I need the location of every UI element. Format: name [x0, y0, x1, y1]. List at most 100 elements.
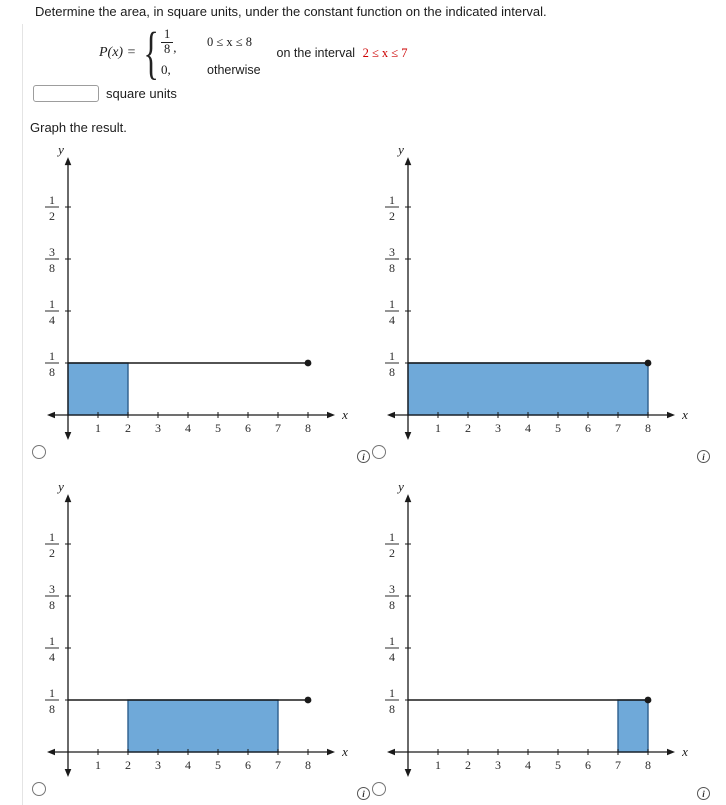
svg-text:1: 1 [389, 349, 395, 363]
case-2-value: 0, [161, 61, 171, 77]
svg-text:2: 2 [125, 421, 131, 435]
answer-row: square units [33, 85, 177, 102]
info-icon[interactable]: i [357, 450, 370, 463]
svg-text:7: 7 [615, 421, 621, 435]
function-lhs: P(x) = [99, 45, 137, 60]
graph-option-radio-c[interactable] [32, 782, 46, 796]
svg-text:4: 4 [525, 421, 531, 435]
svg-text:8: 8 [49, 365, 55, 379]
graph-c: 1 2 3 4 5 6 7 8 1 2 3 8 1 4 1 8 x y [45, 484, 348, 777]
svg-text:8: 8 [389, 365, 395, 379]
square-units-label: square units [106, 86, 177, 101]
svg-text:4: 4 [389, 313, 395, 327]
svg-text:2: 2 [465, 758, 471, 772]
graph-d: 1 2 3 4 5 6 7 8 1 2 3 8 1 4 1 8 x y [385, 484, 688, 777]
graph-option-cell-d: 1 2 3 4 5 6 7 8 1 2 3 8 1 4 1 8 x y i [363, 484, 711, 805]
svg-text:1: 1 [49, 193, 55, 207]
case-1-condition: 0 ≤ x ≤ 8 [207, 35, 253, 49]
svg-text:1: 1 [49, 530, 55, 544]
svg-text:5: 5 [215, 758, 221, 772]
svg-text:4: 4 [185, 421, 191, 435]
svg-text:8: 8 [389, 702, 395, 716]
svg-text:8: 8 [389, 598, 395, 612]
graph-option-radio-b[interactable] [372, 445, 386, 459]
svg-text:4: 4 [49, 313, 55, 327]
svg-text:5: 5 [555, 758, 561, 772]
svg-text:y: y [56, 147, 64, 157]
piecewise-function: P(x) = { 1 8 , 0 ≤ x ≤ 8 0, otherwise on… [99, 24, 408, 82]
case-1-comma: , [173, 39, 177, 55]
case-1-value: 1 8 , [161, 27, 195, 57]
svg-text:y: y [396, 147, 404, 157]
svg-text:1: 1 [49, 634, 55, 648]
svg-text:7: 7 [615, 758, 621, 772]
piecewise-brace: { [143, 20, 159, 85]
info-icon[interactable]: i [357, 787, 370, 800]
case-2-condition: otherwise [207, 62, 261, 77]
graph-option-radio-a[interactable] [32, 445, 46, 459]
svg-text:2: 2 [49, 546, 55, 560]
svg-text:3: 3 [155, 758, 161, 772]
interval-statement: on the interval 2 ≤ x ≤ 7 [277, 46, 408, 61]
svg-text:7: 7 [275, 421, 281, 435]
svg-text:x: x [681, 407, 688, 422]
svg-text:1: 1 [49, 349, 55, 363]
svg-text:1: 1 [49, 686, 55, 700]
svg-text:5: 5 [215, 421, 221, 435]
svg-text:2: 2 [125, 758, 131, 772]
svg-text:4: 4 [185, 758, 191, 772]
info-icon[interactable]: i [697, 787, 710, 800]
graph-b: 1 2 3 4 5 6 7 8 1 2 3 8 1 4 1 8 x y [385, 147, 688, 440]
info-icon[interactable]: i [697, 450, 710, 463]
svg-text:3: 3 [49, 582, 55, 596]
interval-label: on the interval [276, 45, 356, 60]
svg-text:3: 3 [495, 421, 501, 435]
piecewise-cases: 1 8 , 0 ≤ x ≤ 8 0, otherwise [161, 27, 261, 78]
interval-range: 2 ≤ x ≤ 7 [362, 45, 408, 60]
svg-text:2: 2 [49, 209, 55, 223]
svg-text:1: 1 [95, 758, 101, 772]
answer-input[interactable] [33, 85, 99, 102]
graph-option-cell-a: 1 2 3 4 5 6 7 8 1 2 3 8 1 4 1 8 x y i [23, 147, 371, 477]
svg-text:8: 8 [49, 261, 55, 275]
svg-text:3: 3 [495, 758, 501, 772]
svg-text:2: 2 [389, 546, 395, 560]
svg-text:7: 7 [275, 758, 281, 772]
svg-text:3: 3 [49, 245, 55, 259]
svg-text:y: y [396, 484, 404, 494]
svg-text:4: 4 [525, 758, 531, 772]
svg-text:3: 3 [155, 421, 161, 435]
svg-text:8: 8 [49, 702, 55, 716]
graph-option-cell-b: 1 2 3 4 5 6 7 8 1 2 3 8 1 4 1 8 x y i [363, 147, 711, 477]
svg-text:1: 1 [389, 297, 395, 311]
question-prompt: Determine the area, in square units, und… [35, 4, 547, 19]
svg-text:8: 8 [305, 421, 311, 435]
svg-text:4: 4 [389, 650, 395, 664]
svg-text:1: 1 [435, 421, 441, 435]
svg-text:6: 6 [585, 421, 591, 435]
svg-text:8: 8 [645, 421, 651, 435]
svg-text:6: 6 [245, 758, 251, 772]
svg-text:6: 6 [245, 421, 251, 435]
svg-text:1: 1 [435, 758, 441, 772]
svg-text:8: 8 [49, 598, 55, 612]
svg-text:1: 1 [389, 686, 395, 700]
svg-text:x: x [341, 744, 348, 759]
svg-text:x: x [681, 744, 688, 759]
svg-text:1: 1 [95, 421, 101, 435]
svg-text:8: 8 [645, 758, 651, 772]
svg-text:5: 5 [555, 421, 561, 435]
piecewise-case-1: 1 8 , 0 ≤ x ≤ 8 [161, 27, 261, 57]
svg-text:3: 3 [389, 582, 395, 596]
graph-option-radio-d[interactable] [372, 782, 386, 796]
svg-text:2: 2 [389, 209, 395, 223]
svg-text:8: 8 [305, 758, 311, 772]
graph-option-cell-c: 1 2 3 4 5 6 7 8 1 2 3 8 1 4 1 8 x y i [23, 484, 371, 805]
svg-text:3: 3 [389, 245, 395, 259]
svg-text:8: 8 [389, 261, 395, 275]
left-border-rule [22, 24, 23, 805]
svg-text:1: 1 [389, 193, 395, 207]
svg-text:2: 2 [465, 421, 471, 435]
svg-text:1: 1 [49, 297, 55, 311]
